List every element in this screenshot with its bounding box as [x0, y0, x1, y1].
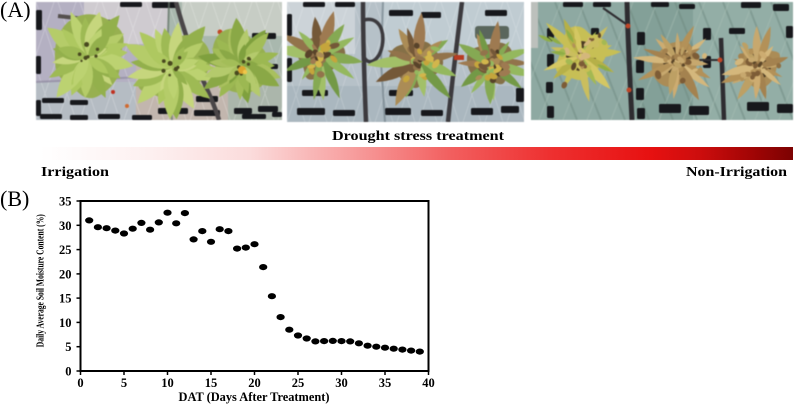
svg-text:Drought stress treatment: Drought stress treatment — [332, 129, 504, 144]
svg-text:20: 20 — [59, 267, 72, 281]
svg-text:5: 5 — [65, 340, 71, 354]
svg-text:35: 35 — [59, 195, 72, 209]
svg-text:Non-Irrigation: Non-Irrigation — [686, 165, 787, 180]
svg-text:30: 30 — [59, 219, 72, 233]
svg-text:Irrigation: Irrigation — [41, 165, 109, 180]
svg-text:35: 35 — [379, 376, 392, 390]
svg-text:10: 10 — [59, 316, 72, 330]
svg-text:0: 0 — [77, 376, 83, 390]
svg-text:15: 15 — [205, 376, 218, 390]
svg-text:30: 30 — [335, 376, 348, 390]
svg-text:DAT (Days After Treatment): DAT (Days After Treatment) — [179, 389, 330, 404]
svg-text:0: 0 — [65, 365, 71, 379]
svg-text:40: 40 — [422, 376, 435, 390]
svg-text:10: 10 — [161, 376, 174, 390]
svg-text:25: 25 — [292, 376, 305, 390]
svg-text:20: 20 — [248, 376, 261, 390]
svg-text:5: 5 — [121, 376, 127, 390]
svg-text:Daily Average Soil Moisture Co: Daily Average Soil Moisture Content (%) — [36, 214, 47, 347]
svg-text:15: 15 — [59, 292, 72, 306]
svg-text:25: 25 — [59, 243, 72, 257]
